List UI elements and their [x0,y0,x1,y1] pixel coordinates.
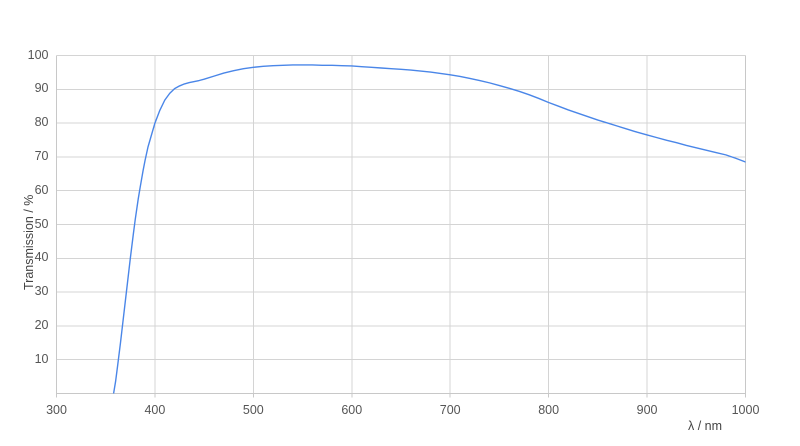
x-tick-label: 300 [46,402,67,417]
data-series [112,64,746,394]
y-tick-label: 50 [34,216,49,231]
x-tick-label: 800 [538,402,560,417]
x-tick-label: 900 [636,402,658,417]
y-tick-label: 30 [34,284,49,299]
y-tick-label: 80 [34,115,49,130]
y-tick-label: 20 [34,317,49,332]
x-tick-label: 1000 [731,402,760,417]
y-tick-label: 70 [34,148,49,163]
y-axis-title: Transmission / % [22,194,36,290]
y-tick-label: 100 [27,47,49,62]
x-axis-title: λ / nm [688,419,723,433]
x-tick-label: 400 [144,402,166,417]
y-tick-label: 90 [34,81,49,96]
series-line [112,64,746,394]
gridlines [56,55,746,394]
y-tick-label: 60 [34,182,49,197]
x-tick-label: 700 [439,402,461,417]
axis-lines [56,55,746,398]
y-tick-label: 40 [34,250,49,265]
x-tick-label: 600 [341,402,363,417]
y-tick-label: 10 [34,351,49,366]
x-tick-label: 500 [242,402,264,417]
